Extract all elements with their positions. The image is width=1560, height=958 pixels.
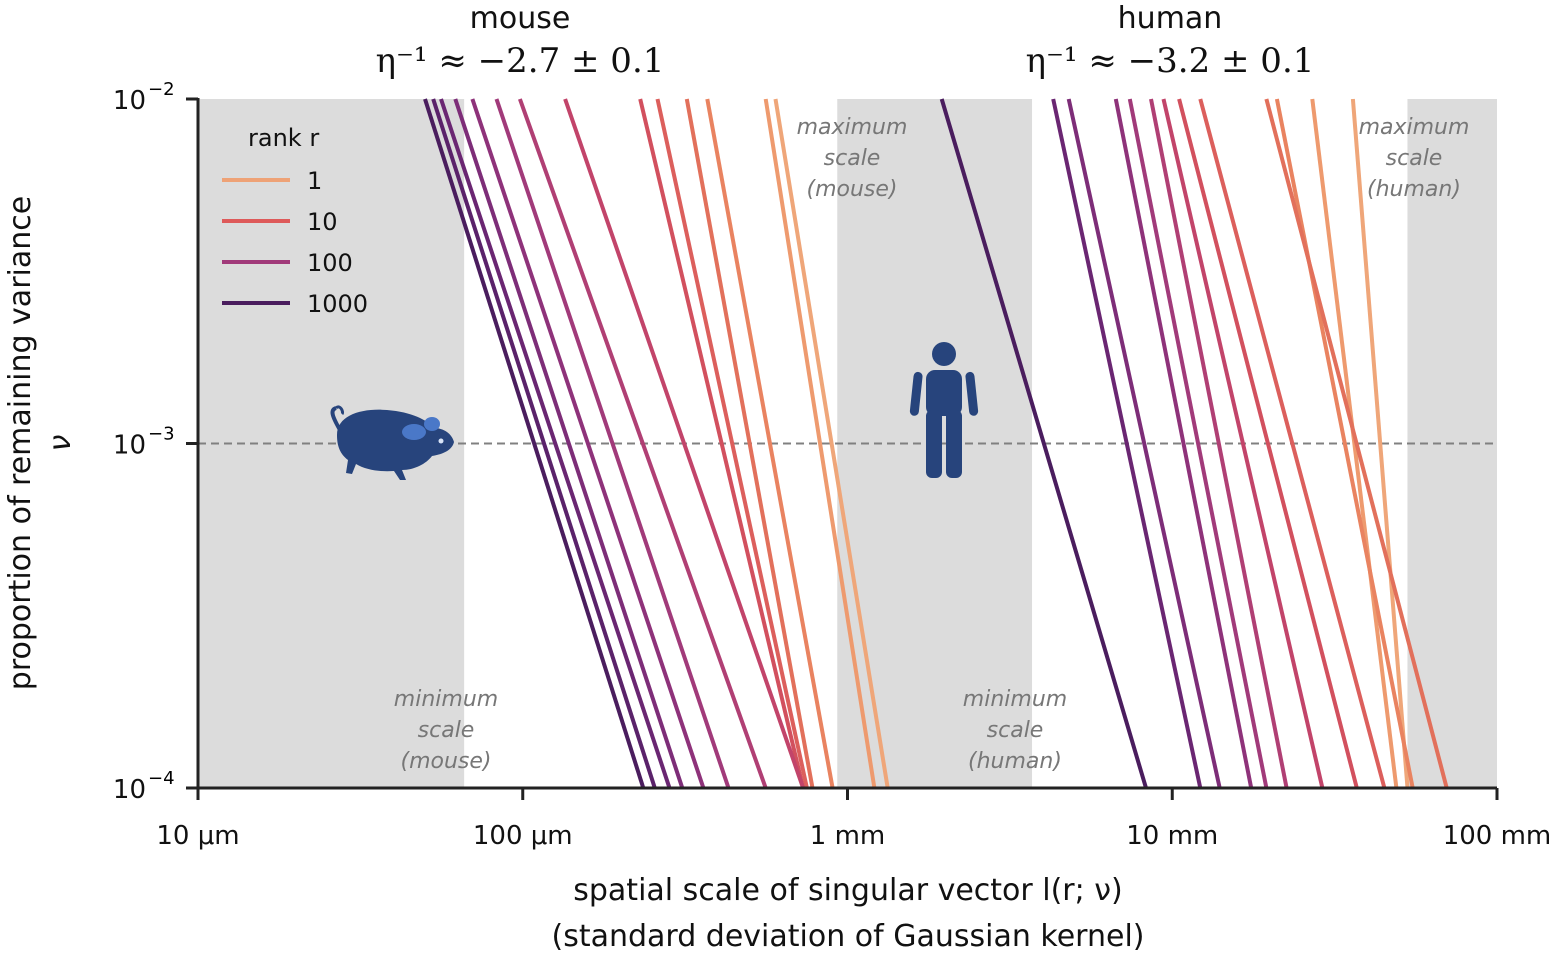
x-tick-label-0: 10 μm	[156, 821, 239, 851]
legend-label-1000: 1000	[307, 290, 368, 318]
series-line-human-rank-1	[1350, 98, 1410, 789]
region-label-0-1: scale	[418, 718, 475, 743]
x-tick-label-3: 10 mm	[1126, 821, 1218, 851]
y-tick-exponent-2: −4	[148, 768, 175, 789]
y-tick-label-2: 10	[113, 775, 146, 805]
legend-title: rank r	[248, 124, 319, 152]
series-line-human-rank-7	[1264, 98, 1449, 789]
y-ticks: 10−210−310−4	[113, 79, 198, 805]
shaded-region-labels: minimum scale (mouse) maximum scale (mouse) mi…	[394, 115, 1470, 774]
series-line-human-rank-1000	[939, 98, 1148, 789]
exponent-mouse: η⁻¹ ≈ −2.7 ± 0.1	[376, 41, 665, 81]
series-line-human-rank-300	[1066, 98, 1222, 789]
series-line-human-rank-20	[1177, 98, 1359, 789]
series-line-mouse-rank-4	[705, 98, 835, 789]
x-tick-label-2: 1 mm	[810, 821, 885, 851]
x-tick-label-4: 100 mm	[1443, 821, 1552, 851]
series-line-human-rank-4	[1274, 98, 1415, 789]
series-lines	[423, 98, 1449, 789]
x-ticks: 10 μm 100 μm 1 mm 10 mm 100 mm	[156, 788, 1551, 851]
series-line-human-rank-10	[1198, 98, 1387, 789]
series-line-mouse-rank-70	[518, 98, 768, 789]
series-line-mouse-rank-40	[563, 98, 805, 789]
series-line-human-rank-40	[1161, 98, 1325, 789]
region-label-3-2: (human)	[1367, 177, 1461, 202]
region-label-3-0: maximum	[1359, 115, 1470, 140]
region-label-1-1: scale	[824, 146, 881, 171]
region-label-1-0: maximum	[797, 115, 908, 140]
series-line-mouse-rank-2	[763, 98, 877, 789]
region-label-2-0: minimum	[963, 687, 1067, 712]
y-tick-exponent-1: −3	[148, 424, 175, 445]
legend: rank r 1 10 100 1000	[222, 124, 368, 318]
y-tick-label-1: 10	[113, 431, 146, 461]
y-tick-label-0: 10	[113, 86, 146, 116]
series-line-human-rank-2	[1310, 98, 1399, 789]
y-tick-exponent-0: −2	[148, 79, 175, 100]
legend-label-100: 100	[307, 249, 353, 277]
region-label-0-2: (mouse)	[401, 749, 492, 774]
series-line-mouse-rank-300	[453, 98, 685, 789]
series-line-mouse-rank-1	[773, 98, 890, 789]
title-mouse: mouse	[470, 1, 571, 36]
region-label-2-1: scale	[987, 718, 1044, 743]
series-line-mouse-rank-20	[638, 98, 806, 789]
exponent-human: η⁻¹ ≈ −3.2 ± 0.1	[1026, 41, 1315, 81]
y-axis-label: proportion of remaining variance	[3, 196, 38, 690]
x-tick-label-1: 100 μm	[473, 821, 573, 851]
title-human: human	[1118, 1, 1223, 36]
series-line-mouse-rank-100	[494, 98, 731, 789]
series-line-mouse-rank-200	[470, 98, 706, 789]
series-line-mouse-rank-700	[431, 98, 657, 789]
x-axis-sublabel: (standard deviation of Gaussian kernel)	[552, 919, 1145, 954]
series-line-human-rank-100	[1127, 98, 1269, 789]
series-line-mouse-rank-500	[439, 98, 672, 789]
region-label-0-0: minimum	[394, 687, 498, 712]
series-line-human-rank-500	[1051, 98, 1203, 789]
series-line-mouse-rank-1000	[423, 98, 646, 789]
region-label-1-2: (mouse)	[807, 177, 898, 202]
y-axis-symbol: ν	[43, 434, 78, 451]
legend-label-1: 1	[307, 167, 322, 195]
mouse-icon	[330, 405, 454, 480]
series-line-human-rank-200	[1113, 98, 1254, 789]
region-label-2-2: (human)	[968, 749, 1062, 774]
series-line-human-rank-70	[1149, 98, 1289, 789]
legend-label-10: 10	[307, 208, 338, 236]
series-line-mouse-rank-10	[655, 98, 809, 789]
series-line-mouse-rank-7	[684, 98, 815, 789]
region-label-3-1: scale	[1386, 146, 1443, 171]
human-icon	[909, 342, 979, 478]
x-axis-label: spatial scale of singular vector l(r; ν)	[573, 873, 1123, 908]
